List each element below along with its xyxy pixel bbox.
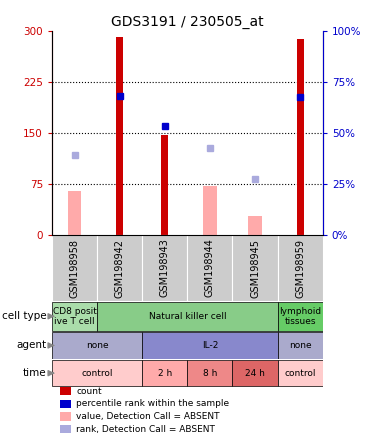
Bar [248,216,262,235]
Text: cell type: cell type [2,311,46,321]
Text: 8 h: 8 h [203,369,217,378]
Text: time: time [23,368,46,378]
Text: IL-2: IL-2 [202,341,218,350]
Bar [97,301,278,331]
Bar [161,135,168,235]
Title: GDS3191 / 230505_at: GDS3191 / 230505_at [111,15,264,29]
Bar [60,387,71,396]
Bar [52,360,142,386]
Text: value, Detection Call = ABSENT: value, Detection Call = ABSENT [76,412,220,421]
Text: none: none [86,341,108,350]
Text: GSM198959: GSM198959 [295,238,305,297]
Bar [187,360,233,386]
Bar [52,332,142,359]
Bar [296,39,304,235]
Text: agent: agent [16,341,46,350]
Bar [203,186,217,235]
Bar [278,332,323,359]
Text: none: none [289,341,312,350]
Bar [52,235,97,301]
Bar [60,400,71,408]
Bar [278,360,323,386]
Text: GSM198942: GSM198942 [115,238,125,297]
Bar [142,360,187,386]
Bar [233,235,278,301]
Bar [278,235,323,301]
Bar [52,301,97,331]
Text: GSM198958: GSM198958 [69,238,79,297]
Text: CD8 posit
ive T cell: CD8 posit ive T cell [53,307,96,326]
Bar [233,360,278,386]
Text: count: count [76,387,102,396]
Bar [68,191,81,235]
Bar [116,36,123,235]
Text: Natural killer cell: Natural killer cell [148,312,226,321]
Text: GSM198943: GSM198943 [160,238,170,297]
Bar [142,332,278,359]
Bar [97,235,142,301]
Bar [60,425,71,433]
Text: lymphoid
tissues: lymphoid tissues [279,307,321,326]
Text: GSM198945: GSM198945 [250,238,260,297]
Bar [187,235,233,301]
Text: 2 h: 2 h [158,369,172,378]
Bar [142,235,187,301]
Text: control: control [81,369,113,378]
Text: control: control [285,369,316,378]
Text: GSM198944: GSM198944 [205,238,215,297]
Text: 24 h: 24 h [245,369,265,378]
Bar [60,412,71,420]
Text: percentile rank within the sample: percentile rank within the sample [76,399,229,408]
Text: rank, Detection Call = ABSENT: rank, Detection Call = ABSENT [76,424,215,433]
Bar [278,301,323,331]
